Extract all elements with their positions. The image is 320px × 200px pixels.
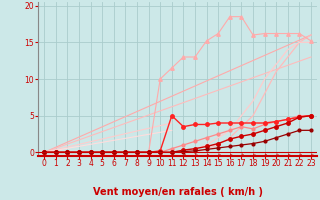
- X-axis label: Vent moyen/en rafales ( km/h ): Vent moyen/en rafales ( km/h ): [92, 187, 263, 197]
